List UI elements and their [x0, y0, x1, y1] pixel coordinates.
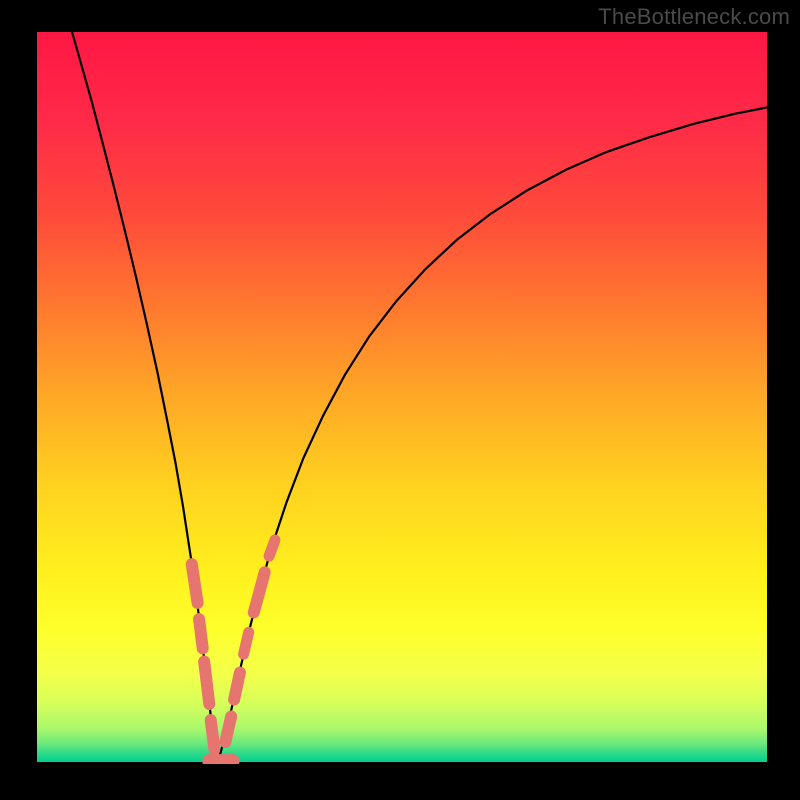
highlight-markers — [192, 540, 275, 761]
marker-capsule — [244, 632, 249, 654]
plot-area — [37, 32, 767, 764]
marker-capsule — [204, 662, 209, 704]
chart-root: TheBottleneck.com — [0, 0, 800, 800]
marker-capsule — [199, 619, 203, 648]
marker-capsule — [192, 564, 198, 603]
marker-capsule — [234, 673, 240, 700]
curve-right-branch — [216, 107, 767, 764]
watermark-label: TheBottleneck.com — [598, 4, 790, 30]
marker-capsule — [269, 540, 275, 556]
marker-capsule — [225, 716, 231, 742]
marker-capsule — [211, 720, 215, 749]
bottleneck-curve — [37, 32, 767, 764]
curve-left-branch — [72, 32, 216, 764]
marker-capsule — [254, 572, 265, 612]
